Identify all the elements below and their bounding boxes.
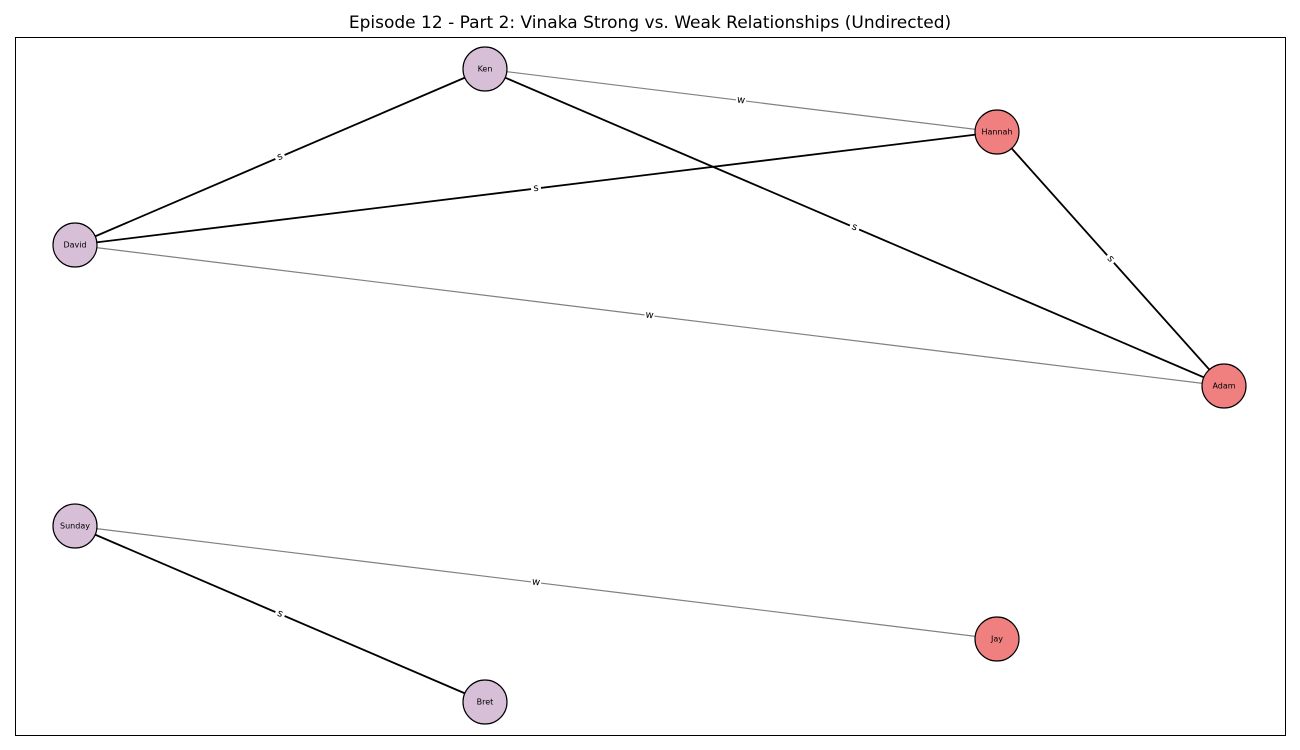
edge-label-group-4: s [1102, 251, 1119, 267]
node-david: David [52, 222, 98, 268]
node-bret: Bret [462, 679, 508, 725]
edge-label: s [275, 151, 284, 163]
node-ken: Ken [462, 46, 508, 92]
node-circle [462, 679, 508, 725]
node-circle [52, 503, 98, 549]
edge-label-group-7: s [273, 606, 287, 622]
node-sunday: Sunday [52, 503, 98, 549]
node-label: Adam [1212, 382, 1235, 391]
edge-label-background [1102, 251, 1119, 267]
node-circle [462, 46, 508, 92]
edge-label: s [850, 221, 859, 233]
edge-label: s [533, 183, 540, 195]
edge-label: s [275, 608, 284, 620]
edge-label: w [645, 310, 654, 322]
node-label: Hannah [981, 128, 1012, 137]
edge-label-group-0: w [735, 93, 747, 108]
edge-label-group-3: s [530, 181, 542, 196]
edge-label-group-5: w [643, 308, 656, 323]
edge-label-group-2: s [847, 220, 862, 235]
node-adam: Adam [1201, 363, 1247, 409]
edge-labels-layer: w s s s s w w s [273, 93, 1119, 622]
node-label: David [63, 241, 86, 250]
edge-label-background [273, 606, 287, 622]
node-circle [974, 109, 1020, 155]
node-circle [1201, 363, 1247, 409]
node-hannah: Hannah [974, 109, 1020, 155]
edge-label-group-1: s [273, 149, 287, 165]
node-circle [52, 222, 98, 268]
edge-label-background [735, 93, 747, 108]
node-label: Sunday [60, 522, 90, 531]
node-jay: Jay [974, 616, 1020, 662]
edge-label: s [1105, 253, 1117, 264]
node-label: Jay [990, 635, 1003, 644]
edges-layer [74, 68, 1225, 703]
edge-label-background [530, 181, 542, 196]
nodes-layer: Ken Hannah David Adam Sunday Jay Bret [52, 46, 1247, 725]
figure-title: Episode 12 - Part 2: Vinaka Strong vs. W… [349, 13, 951, 33]
edge-label: w [531, 577, 540, 589]
node-circle [974, 616, 1020, 662]
node-label: Ken [478, 65, 493, 74]
axes-frame [15, 37, 1286, 736]
edge-label-background [847, 220, 862, 235]
edge-label-background [643, 308, 656, 323]
edge-label: w [736, 95, 745, 107]
edge-label-background [273, 149, 287, 165]
node-label: Bret [477, 698, 494, 707]
edge-label-group-6: w [530, 575, 542, 590]
edge-label-background [530, 575, 542, 590]
